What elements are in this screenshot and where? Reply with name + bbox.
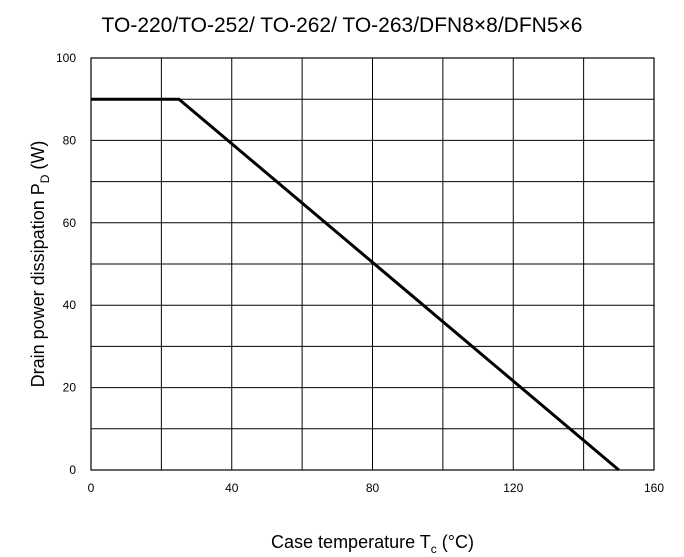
x-tick-label: 160 bbox=[644, 481, 664, 495]
y-axis-label-unit: (W) bbox=[28, 141, 48, 175]
y-axis-label-main: Drain power dissipation P bbox=[28, 183, 48, 387]
y-tick-labels: 0 20 40 60 80 100 bbox=[56, 51, 76, 477]
chart-title: TO-220/TO-252/ TO-262/ TO-263/DFN8×8/DFN… bbox=[101, 14, 583, 37]
x-tick-label: 120 bbox=[503, 481, 523, 495]
x-tick-label: 0 bbox=[88, 481, 95, 495]
x-axis-label-unit: (°C) bbox=[437, 532, 474, 552]
x-axis-label-main: Case temperature T bbox=[271, 532, 431, 552]
y-tick-label: 60 bbox=[63, 216, 77, 230]
x-tick-labels: 0 40 80 120 160 bbox=[88, 481, 665, 495]
y-tick-label: 20 bbox=[63, 381, 77, 395]
y-axis-label-subscript: D bbox=[38, 174, 52, 183]
y-tick-label: 0 bbox=[69, 463, 76, 477]
x-tick-label: 40 bbox=[225, 481, 239, 495]
plot-frame bbox=[90, 57, 655, 471]
y-tick-label: 40 bbox=[63, 298, 77, 312]
series-line bbox=[91, 97, 620, 472]
x-axis-label: Case temperature Tc (°C) bbox=[271, 532, 474, 556]
y-tick-label: 100 bbox=[56, 51, 76, 65]
y-axis-label: Drain power dissipation PD (W) bbox=[28, 141, 52, 388]
y-tick-label: 80 bbox=[63, 133, 77, 147]
x-tick-label: 80 bbox=[366, 481, 380, 495]
x-axis-label-subscript: c bbox=[431, 542, 437, 556]
